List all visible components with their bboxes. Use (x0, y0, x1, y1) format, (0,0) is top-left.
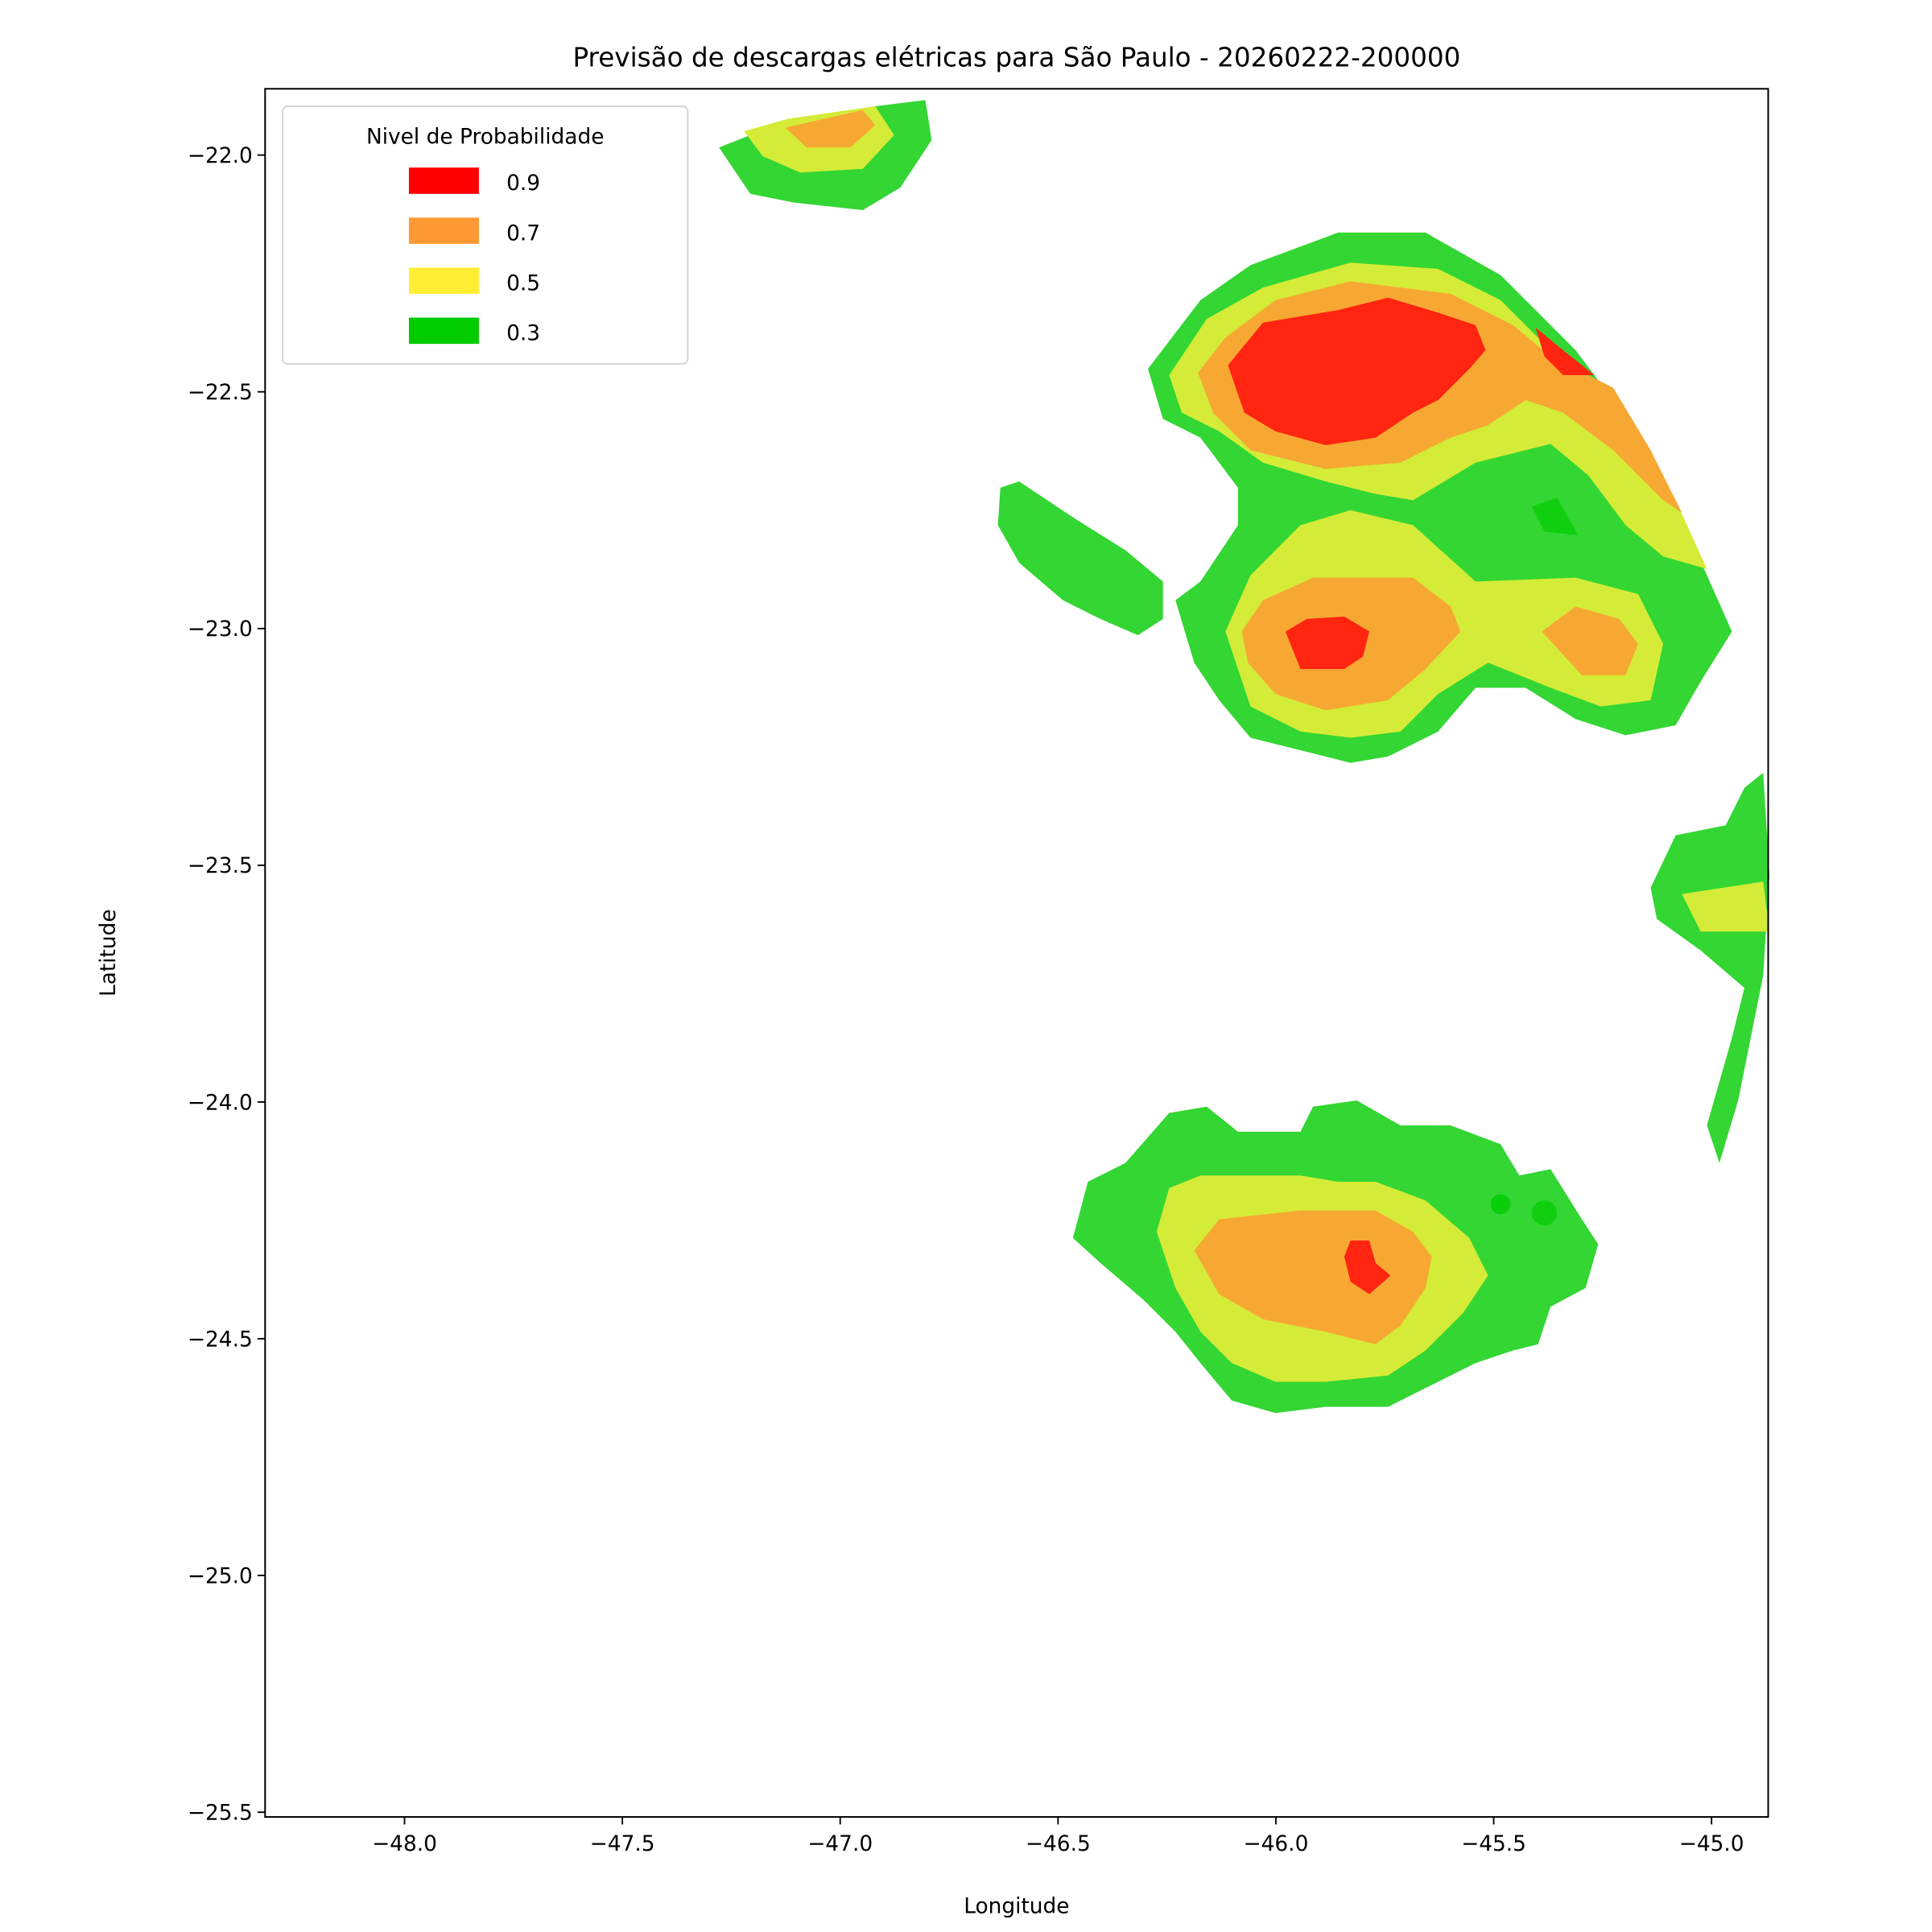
y-tick-label: −23.0 (188, 617, 253, 642)
y-tick-label: −24.0 (188, 1090, 253, 1115)
contour-region (1344, 1240, 1391, 1294)
contour-region (1535, 327, 1595, 376)
x-tick-label: −46.0 (1243, 1831, 1308, 1856)
y-tick-label: −25.5 (188, 1801, 253, 1826)
x-axis: −48.0 −47.5 −47.0 −46.5 −46.0 −45.5 −45.0 (372, 1817, 1744, 1856)
x-tick-label: −45.5 (1461, 1831, 1526, 1856)
legend: Nivel de Probabilidade 0.9 0.7 0.5 0.3 (282, 105, 689, 365)
contour-region (1194, 1210, 1432, 1344)
x-axis-label: Longitude (964, 1894, 1069, 1919)
y-tick-label: −22.0 (188, 143, 253, 168)
y-tick-label: −24.5 (188, 1327, 253, 1352)
legend-title: Nivel de Probabilidade (366, 125, 604, 150)
contour-level-0.5 (744, 106, 1770, 1382)
y-tick-label: −22.5 (188, 380, 253, 405)
legend-swatch (408, 267, 479, 295)
legend-frame (282, 105, 689, 365)
plot-area (719, 100, 1770, 1414)
legend-swatch (408, 317, 479, 345)
contour-region (1682, 881, 1770, 932)
axes-frame (264, 88, 1769, 1818)
x-tick-label: −45.0 (1679, 1831, 1744, 1856)
y-tick-label: −25.0 (188, 1563, 253, 1588)
legend-swatch (408, 217, 479, 244)
y-axis-label: Latitude (96, 909, 121, 997)
legend-label: 0.7 (506, 221, 540, 246)
contour-region (1542, 606, 1638, 675)
x-tick-label: −46.5 (1026, 1831, 1091, 1856)
contour-region (1228, 297, 1486, 446)
x-tick-label: −47.5 (590, 1831, 655, 1856)
contour-spot (1531, 1200, 1557, 1226)
legend-label: 0.5 (506, 270, 540, 295)
y-tick-label: −23.5 (188, 853, 253, 878)
x-tick-label: −48.0 (372, 1831, 437, 1856)
contour-region (1650, 773, 1770, 1163)
legend-label: 0.9 (506, 171, 540, 196)
contour-region (1285, 616, 1369, 670)
contour-region (997, 481, 1163, 636)
x-tick-label: −47.0 (807, 1831, 873, 1856)
contour-spot (1531, 497, 1579, 535)
contour-region (785, 109, 876, 148)
legend-label: 0.3 (506, 321, 540, 346)
contour-level-0.9 (1228, 297, 1595, 1294)
contour-spot (1490, 1194, 1511, 1215)
legend-swatch (408, 167, 479, 194)
y-axis: −22.0 −22.5 −23.0 −23.5 −24.0 −24.5 −25.0 −25.5 (188, 143, 266, 1826)
chart-title: Previsão de descargas elétricas para São… (572, 42, 1460, 72)
